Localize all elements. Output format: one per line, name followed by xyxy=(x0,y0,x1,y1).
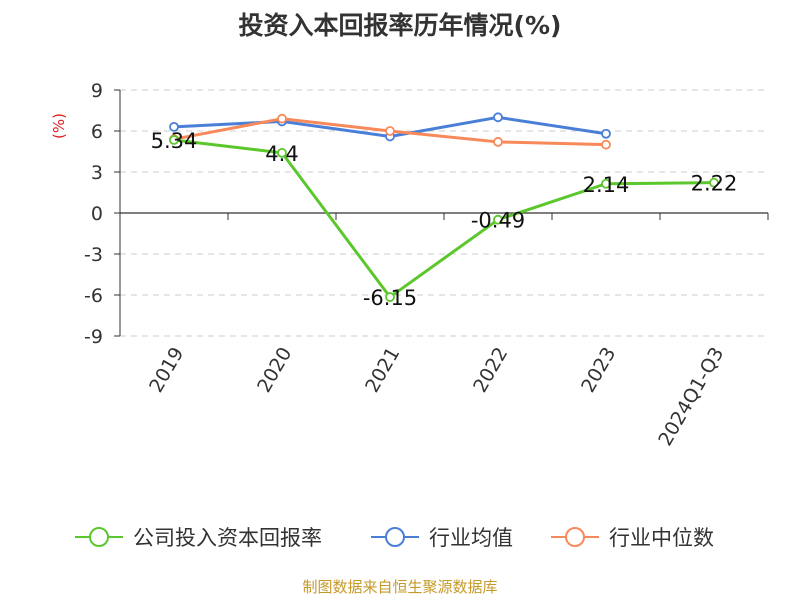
data-point xyxy=(169,122,179,132)
data-point xyxy=(169,135,179,145)
y-tick-labels: 9 6 3 0 -3 -6 -9 xyxy=(84,80,103,348)
data-label: 2.22 xyxy=(691,172,738,196)
y-tick-label: 6 xyxy=(91,121,103,143)
source-note: 制图数据来自恒生聚源数据库 xyxy=(302,578,498,596)
data-point xyxy=(385,292,395,302)
grid-lines xyxy=(120,89,768,337)
y-axis-label: (%) xyxy=(50,113,68,139)
data-label: -0.49 xyxy=(471,209,525,233)
x-tick-label: 2019 xyxy=(145,344,188,397)
y-tick-label: 9 xyxy=(91,80,103,102)
x-tick-label: 2023 xyxy=(577,344,620,397)
x-tick-label: 2024Q1-Q3 xyxy=(654,344,728,450)
y-tick-label: -3 xyxy=(84,244,103,266)
legend-label: 公司投入资本回报率 xyxy=(133,526,322,550)
data-point xyxy=(493,137,503,147)
data-point xyxy=(601,139,611,150)
legend-swatch-marker xyxy=(89,527,109,547)
chart-title: 投资入本回报率历年情况(%) xyxy=(238,11,562,40)
y-tick-label: -9 xyxy=(84,326,103,348)
data-point xyxy=(277,113,287,124)
data-labels: 5.34 4.4 -6.15 -0.49 2.14 2.22 xyxy=(151,129,738,310)
x-tick-label: 2021 xyxy=(361,344,404,397)
legend-swatch-marker xyxy=(385,527,405,547)
data-label: -6.15 xyxy=(363,286,417,310)
x-tick-labels: 2019 2020 2021 2022 2023 2024Q1-Q3 xyxy=(145,344,728,450)
data-point xyxy=(601,178,611,189)
data-point xyxy=(601,128,611,139)
data-point xyxy=(385,126,395,136)
series-lines xyxy=(169,112,719,302)
data-point xyxy=(493,214,503,225)
data-label: 2.14 xyxy=(583,173,630,197)
data-point xyxy=(709,177,719,188)
legend-swatch-marker xyxy=(565,527,585,547)
x-tick-label: 2020 xyxy=(253,344,296,397)
legend-label: 行业均值 xyxy=(429,526,513,550)
data-point xyxy=(493,112,503,123)
y-tick-label: 0 xyxy=(91,203,103,225)
x-tick-label: 2022 xyxy=(469,344,512,397)
data-point xyxy=(277,147,287,158)
data-label: 4.4 xyxy=(265,142,298,166)
y-tick-label: 3 xyxy=(91,162,103,184)
series-line-0 xyxy=(173,138,715,299)
data-label: 5.34 xyxy=(151,129,198,153)
legend: 公司投入资本回报率 行业均值 行业中位数 xyxy=(75,526,714,550)
legend-label: 行业中位数 xyxy=(609,526,714,550)
axes xyxy=(114,89,769,337)
y-tick-label: -6 xyxy=(84,285,103,307)
